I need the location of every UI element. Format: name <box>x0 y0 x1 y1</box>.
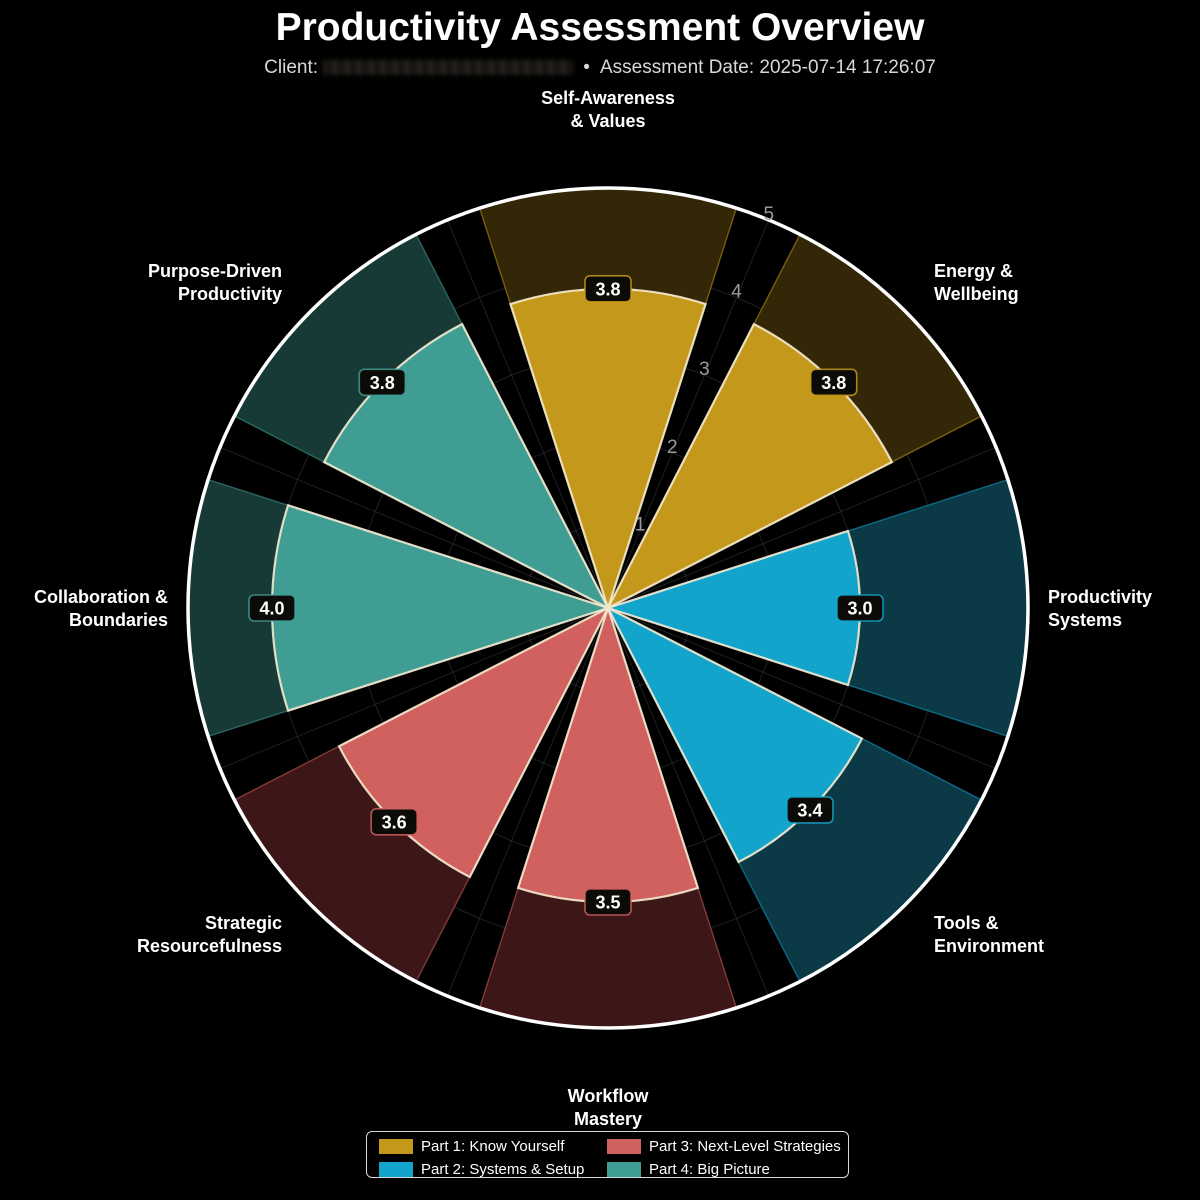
svg-text:Purpose-Driven: Purpose-Driven <box>148 261 282 281</box>
svg-text:1: 1 <box>635 514 646 535</box>
svg-text:Resourcefulness: Resourcefulness <box>137 936 282 956</box>
svg-text:3.0: 3.0 <box>847 599 872 619</box>
svg-text:5: 5 <box>763 204 774 225</box>
svg-text:Workflow: Workflow <box>568 1086 650 1106</box>
svg-text:Wellbeing: Wellbeing <box>934 284 1019 304</box>
svg-text:3.5: 3.5 <box>595 893 620 913</box>
svg-text:Boundaries: Boundaries <box>69 610 168 630</box>
svg-text:Strategic: Strategic <box>205 913 282 933</box>
svg-text:Productivity: Productivity <box>178 284 282 304</box>
svg-text:3.8: 3.8 <box>595 279 620 299</box>
svg-text:Environment: Environment <box>934 936 1044 956</box>
svg-text:& Values: & Values <box>570 111 645 131</box>
svg-text:Collaboration &: Collaboration & <box>34 587 168 607</box>
svg-text:4.0: 4.0 <box>259 599 284 619</box>
svg-text:3: 3 <box>699 359 710 380</box>
svg-text:3.8: 3.8 <box>370 373 395 393</box>
svg-text:Mastery: Mastery <box>574 1109 642 1129</box>
svg-text:Self-Awareness: Self-Awareness <box>541 88 675 108</box>
svg-text:Productivity: Productivity <box>1048 587 1152 607</box>
svg-text:2: 2 <box>667 437 678 458</box>
svg-text:Energy &: Energy & <box>934 261 1013 281</box>
svg-text:Tools &: Tools & <box>934 913 999 933</box>
svg-text:Systems: Systems <box>1048 610 1122 630</box>
svg-text:4: 4 <box>731 282 742 303</box>
svg-text:3.6: 3.6 <box>382 812 407 832</box>
svg-text:3.4: 3.4 <box>797 800 822 820</box>
svg-text:3.8: 3.8 <box>821 373 846 393</box>
